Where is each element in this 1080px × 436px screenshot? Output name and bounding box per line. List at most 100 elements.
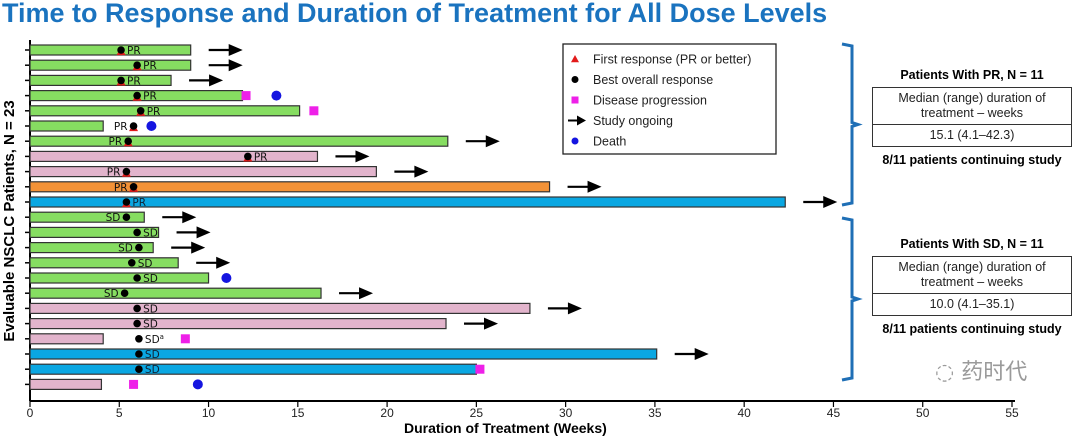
best-response-marker (133, 319, 141, 328)
arrow-head (228, 59, 243, 72)
disease-progression-marker (241, 91, 251, 101)
arrow-head (228, 44, 243, 56)
sd-summary-value: 10.0 (4.1–35.1) (872, 293, 1072, 316)
response-label: SD (104, 288, 119, 300)
study-ongoing-arrow (196, 256, 231, 269)
duration-bar (29, 378, 103, 390)
best-response-marker (133, 274, 141, 282)
response-label: PR (143, 60, 157, 72)
death-marker (192, 379, 203, 390)
legend-box (562, 43, 777, 155)
study-ongoing-arrow (189, 74, 224, 87)
duration-bar (29, 105, 301, 117)
arrow-head (823, 196, 838, 208)
pr-summary-table: Median (range) duration of treatment – w… (872, 87, 1072, 147)
study-ongoing-arrow (335, 150, 370, 163)
response-label: SDa (145, 333, 164, 346)
patient-row-19: SD (29, 318, 447, 331)
x-tick-label: 35 (648, 406, 662, 420)
patient-row-18: SD (29, 302, 531, 315)
arrow-head (191, 241, 206, 254)
arrow-head (355, 150, 370, 163)
arrow-head (414, 165, 429, 178)
duration-bar (29, 226, 160, 238)
pr-summary-panel: Patients With PR, N = 11 Median (range) … (872, 68, 1072, 168)
legend: First response (PR or better) Best overal… (562, 43, 777, 155)
disease-progression-marker (180, 334, 190, 344)
duration-bar (29, 257, 179, 269)
response-label: SD (143, 303, 158, 315)
study-ongoing-arrow (567, 180, 602, 193)
best-response-marker (117, 46, 125, 54)
best-response-marker (122, 167, 131, 176)
patient-row-12: SD (29, 211, 145, 224)
study-ongoing-arrow (162, 211, 197, 224)
duration-bar (29, 74, 172, 87)
legend-label: Study ongoing (593, 114, 673, 128)
sd-summary-heading: Patients With SD, N = 11 (900, 237, 1044, 251)
sd-group-bracket (841, 216, 863, 382)
response-label: PR (143, 91, 157, 103)
pr-summary-footer: 8/11 patients continuing study (882, 153, 1062, 167)
patient-row-4: PR (29, 89, 282, 103)
y-axis-label: Evaluable NSCLC Patients, N = 23 (1, 100, 18, 342)
legend-triangle-icon (571, 55, 579, 63)
legend-label: First response (PR or better) (593, 53, 751, 67)
legend-circle-icon (571, 137, 579, 145)
response-label: SD (143, 319, 158, 331)
study-ongoing-arrow (339, 287, 374, 300)
x-tick-label: 15 (291, 406, 305, 420)
best-response-marker (117, 76, 125, 85)
best-response-marker (120, 289, 129, 298)
patient-row-20: SDa (29, 333, 190, 346)
pr-summary-heading: Patients With PR, N = 11 (900, 68, 1044, 82)
patient-row-15: SD (29, 257, 179, 270)
duration-bar (29, 150, 319, 162)
best-response-marker (135, 350, 143, 358)
arrow-head (209, 74, 224, 87)
duration-bar (29, 59, 192, 71)
legend-arrow-icon (577, 115, 586, 126)
response-label: PR (127, 45, 141, 57)
patient-row-8: PR (29, 150, 319, 163)
patient-row-2: PR (29, 59, 192, 72)
response-label: PR (132, 197, 146, 209)
study-ongoing-arrow (394, 165, 429, 178)
x-tick-label: 50 (916, 406, 930, 420)
duration-bar (29, 120, 104, 132)
duration-bar (29, 242, 154, 254)
x-tick-label: 30 (559, 406, 573, 420)
best-response-marker (127, 259, 136, 267)
response-label: SD (145, 364, 160, 376)
patient-row-17: SD (29, 287, 322, 300)
duration-bar (29, 287, 322, 299)
best-response-marker (135, 365, 143, 374)
best-response-marker (133, 91, 141, 100)
study-ongoing-arrow (547, 302, 582, 315)
death-marker (271, 90, 282, 101)
best-response-marker (244, 152, 252, 161)
best-response-marker (133, 304, 141, 313)
duration-bar (29, 348, 658, 360)
watermark-text: 药时代 (961, 360, 1028, 385)
response-label: PR (254, 151, 268, 163)
x-axis-label: Duration of Treatment (Weeks) (404, 420, 607, 436)
best-response-marker (133, 228, 141, 237)
duration-bar (29, 181, 551, 193)
legend-square-icon (571, 96, 579, 104)
study-ongoing-arrow (171, 241, 206, 254)
best-response-marker (135, 243, 143, 252)
best-response-marker (122, 198, 131, 206)
footnote-marker: a (160, 333, 164, 341)
duration-bar (29, 272, 210, 284)
response-label: PR (107, 167, 121, 179)
patient-row-22: SD (29, 363, 485, 376)
legend-label: Disease progression (593, 94, 707, 108)
response-label: SD (138, 258, 153, 270)
study-ongoing-arrow (176, 226, 211, 239)
patient-row-11: PR (29, 196, 786, 209)
duration-bar (29, 166, 377, 178)
patient-row-10: PR (29, 181, 551, 194)
arrow-head (216, 256, 231, 269)
x-tick-label: 5 (116, 406, 123, 420)
